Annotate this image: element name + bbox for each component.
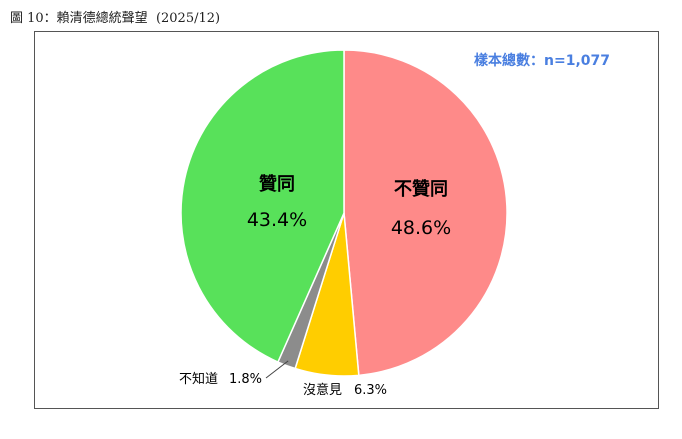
slice-value-no_opinion: 6.3%	[354, 383, 387, 398]
slice-name-no_opinion: 沒意見	[303, 382, 342, 398]
slice-labels: 不贊同 48.6% 沒意見 6.3% 不知道 1.8% 贊同 43.4%	[179, 173, 451, 398]
sample-size-note: 樣本總數：n=1,077	[474, 52, 610, 69]
slice-name-approve: 贊同	[259, 173, 295, 195]
slice-value-disapprove: 48.6%	[391, 217, 451, 239]
slice-name-disapprove: 不贊同	[394, 178, 448, 200]
pie-slices	[180, 49, 508, 377]
leader-line-dont_know	[265, 360, 289, 379]
pie-slice-approve	[180, 49, 345, 363]
slice-name-dont_know: 不知道	[179, 371, 218, 387]
pie-slice-disapprove	[343, 49, 508, 377]
leader-lines	[265, 360, 289, 379]
figure-caption: 圖 10：賴清德總統聲望 (2025/12)	[10, 11, 221, 26]
pie-chart: 不贊同 48.6% 沒意見 6.3% 不知道 1.8% 贊同 43.4% 樣本總數：n=1,0…	[179, 49, 610, 398]
slice-value-approve: 43.4%	[247, 209, 307, 231]
chart-frame: 不贊同 48.6% 沒意見 6.3% 不知道 1.8% 贊同 43.4% 樣本總數：n=1,0…	[34, 31, 659, 409]
slice-value-dont_know: 1.8%	[229, 372, 262, 387]
